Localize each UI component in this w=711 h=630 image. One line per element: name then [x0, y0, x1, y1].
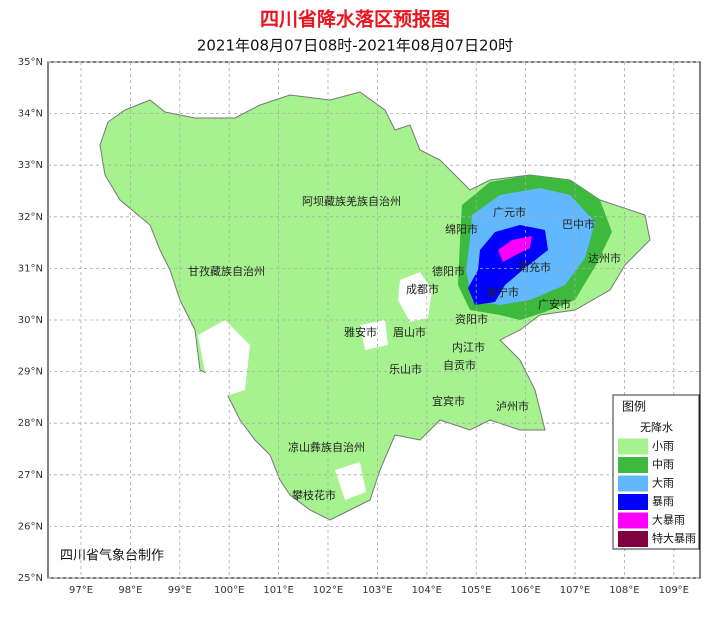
region-label: 乐山市	[389, 362, 422, 376]
lon-label: 102°E	[313, 585, 343, 596]
lat-label: 25°N	[18, 573, 43, 584]
lon-label: 100°E	[214, 585, 244, 596]
legend-label: 中雨	[652, 458, 674, 471]
legend-swatch	[618, 512, 648, 529]
lon-label: 103°E	[362, 585, 392, 596]
legend-label: 大暴雨	[652, 513, 685, 527]
title: 四川省降水落区预报图	[260, 8, 450, 31]
lon-label: 106°E	[510, 585, 540, 596]
lon-label: 104°E	[412, 585, 442, 596]
lat-label: 32°N	[18, 212, 43, 223]
region-label: 凉山彝族自治州	[288, 440, 365, 454]
heavy-rainstorm-area	[498, 236, 532, 262]
lon-label: 97°E	[69, 585, 93, 596]
no-rain-area	[198, 320, 250, 398]
lon-label: 101°E	[263, 585, 293, 596]
region-label: 雅安市	[344, 325, 377, 339]
province	[99, 91, 651, 521]
lat-label: 31°N	[18, 263, 43, 274]
region-label: 自贡市	[443, 358, 476, 372]
lat-label: 34°N	[18, 109, 43, 120]
lat-label: 33°N	[18, 160, 43, 171]
lon-label: 107°E	[560, 585, 590, 596]
legend-label: 大雨	[652, 476, 674, 490]
no-rain-area	[398, 272, 432, 322]
region-label: 眉山市	[393, 325, 426, 339]
legend-swatch	[618, 531, 648, 547]
legend-label: 特大暴雨	[652, 531, 696, 545]
lat-label: 27°N	[18, 470, 43, 481]
grid: 35°N 34°N 33°N 32°N 31°N 30°N 29°N 28°N 27°N 26°N…	[18, 57, 700, 596]
legend-swatch	[618, 438, 648, 455]
region-labels: 阿坝藏族羌族自治州 甘孜藏族自治州 绵阳市 广元市 巴中市 南充市 达州市 德阳…	[188, 194, 621, 502]
lat-label: 26°N	[18, 521, 43, 532]
region-label: 甘孜藏族自治州	[188, 264, 265, 278]
lat-label: 29°N	[18, 367, 43, 378]
no-rain-area	[360, 320, 388, 350]
region-label: 内江市	[452, 340, 485, 354]
region-label: 攀枝花市	[292, 488, 336, 502]
legend-label: 暴雨	[652, 495, 674, 508]
legend-swatch	[618, 494, 648, 510]
lat-label: 35°N	[18, 57, 43, 68]
lon-label: 108°E	[609, 585, 639, 596]
region-label: 遂宁市	[486, 285, 519, 299]
legend-title: 图例	[622, 400, 646, 414]
region-label: 德阳市	[432, 264, 465, 278]
lon-label: 98°E	[118, 585, 142, 596]
region-label: 广元市	[493, 205, 526, 219]
region-label: 资阳市	[455, 312, 488, 326]
region-label: 巴中市	[562, 217, 595, 231]
footer: 四川省气象台制作	[60, 548, 164, 564]
region-label: 绵阳市	[445, 222, 478, 236]
lon-label: 105°E	[461, 585, 491, 596]
legend-swatch	[618, 457, 648, 473]
subtitle: 2021年08月07日08时-2021年08月07日20时	[197, 37, 513, 55]
region-label: 达州市	[588, 251, 621, 265]
region-label: 宜宾市	[432, 394, 465, 408]
legend-swatch	[618, 475, 648, 492]
region-label: 阿坝藏族羌族自治州	[302, 194, 401, 208]
lon-label: 109°E	[659, 585, 689, 596]
legend-label: 无降水	[640, 420, 673, 434]
legend-label: 小雨	[652, 440, 674, 453]
region-label: 南充市	[518, 260, 551, 274]
region-label: 广安市	[538, 297, 571, 311]
lat-label: 28°N	[18, 418, 43, 429]
no-rain-area	[335, 462, 366, 500]
lon-label: 99°E	[168, 585, 192, 596]
region-label: 成都市	[406, 282, 439, 296]
lat-label: 30°N	[18, 315, 43, 326]
region-label: 泸州市	[496, 399, 529, 413]
